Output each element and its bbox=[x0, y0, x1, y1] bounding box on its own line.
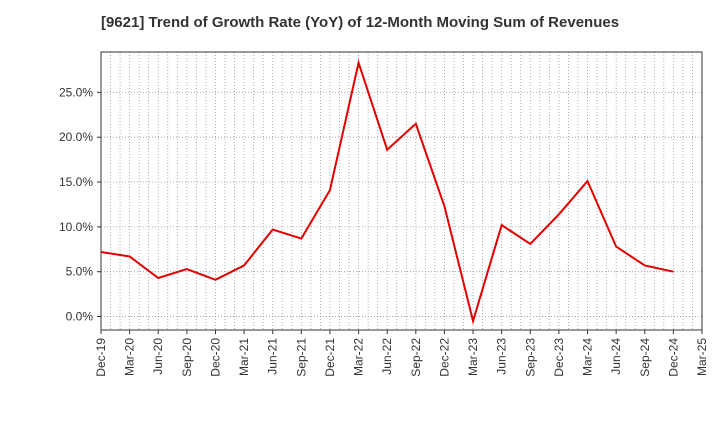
y-tick-label: 0.0% bbox=[66, 310, 94, 324]
plot-area-frame bbox=[100, 51, 703, 331]
x-tick-label: Jun-24 bbox=[609, 338, 623, 375]
x-tick-label: Sep-24 bbox=[638, 338, 652, 377]
x-tick-label: Jun-20 bbox=[151, 338, 165, 375]
series-lines bbox=[100, 59, 674, 325]
y-tick-label: 5.0% bbox=[66, 265, 94, 279]
x-tick-label: Dec-24 bbox=[666, 338, 680, 377]
y-tick-label: 10.0% bbox=[59, 220, 93, 234]
x-tick-label: Sep-21 bbox=[294, 338, 308, 377]
series-line bbox=[100, 59, 674, 325]
x-tick-label: Dec-21 bbox=[323, 338, 337, 377]
x-tick-label: Sep-23 bbox=[523, 338, 537, 377]
x-tick-label: Jun-22 bbox=[380, 338, 394, 375]
y-tick-label: 20.0% bbox=[59, 130, 93, 144]
y-tick-label: 15.0% bbox=[59, 175, 93, 189]
y-axis: 0.0% 5.0% 10.0% 15.0% 20.0% 25.0% bbox=[59, 85, 101, 324]
x-tick-label: Jun-23 bbox=[495, 338, 509, 375]
x-tick-label: Sep-22 bbox=[409, 338, 423, 377]
x-tick-label: Mar-23 bbox=[466, 338, 480, 376]
x-tick-label: Mar-21 bbox=[237, 338, 251, 376]
grid-lines bbox=[101, 52, 702, 330]
x-tick-label: Jun-21 bbox=[266, 338, 280, 375]
x-tick-label: Mar-25 bbox=[695, 338, 709, 376]
x-tick-label: Mar-24 bbox=[581, 338, 595, 376]
x-tick-label: Dec-23 bbox=[552, 338, 566, 377]
x-tick-label: Dec-22 bbox=[437, 338, 451, 377]
x-tick-label: Mar-20 bbox=[123, 338, 137, 376]
chart-title: [9621] Trend of Growth Rate (YoY) of 12-… bbox=[100, 14, 620, 31]
y-tick-label: 25.0% bbox=[59, 85, 93, 99]
x-tick-label: Sep-20 bbox=[180, 338, 194, 377]
x-tick-label: Dec-20 bbox=[208, 338, 222, 377]
x-tick-label: Dec-19 bbox=[94, 338, 108, 377]
x-tick-label: Mar-22 bbox=[352, 338, 366, 376]
x-axis: Dec-19 Mar-20 Jun-20 Sep-20 Dec-20 Mar-21 Jun-… bbox=[94, 330, 709, 377]
